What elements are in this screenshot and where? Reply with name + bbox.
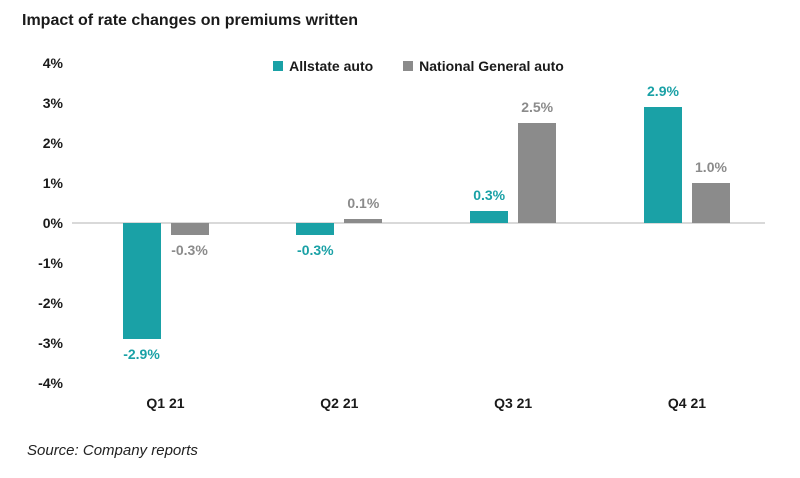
bar-value-label: 0.1% — [347, 195, 380, 211]
bar-national-general-auto-q3-21 — [518, 123, 557, 223]
x-axis-label-q3-21: Q3 21 — [494, 395, 533, 411]
y-axis-tick: 0% — [42, 215, 63, 231]
bar-allstate-auto-q3-21 — [470, 211, 509, 223]
y-axis-tick: -2% — [38, 295, 63, 311]
bar-value-label: -2.9% — [123, 346, 160, 362]
bar-value-label: -0.3% — [297, 242, 334, 258]
x-axis-label-q1-21: Q1 21 — [146, 395, 185, 411]
legend-label: Allstate auto — [289, 58, 374, 74]
source-note: Source: Company reports — [27, 442, 198, 459]
legend-item-allstate-auto: Allstate auto — [273, 58, 373, 74]
legend-item-national-general-auto: National General auto — [403, 58, 564, 74]
legend-marker-icon — [403, 61, 414, 71]
bar-allstate-auto-q4-21 — [643, 107, 682, 223]
y-axis-tick: 3% — [42, 95, 63, 111]
y-axis-tick: -3% — [38, 335, 63, 351]
x-axis-label-q4-21: Q4 21 — [667, 395, 707, 411]
y-axis-tick: -1% — [38, 255, 63, 271]
bar-value-label: 0.3% — [473, 187, 506, 203]
zero-axis-line — [72, 222, 765, 224]
legend-label: National General auto — [419, 58, 564, 74]
y-axis-tick: 1% — [42, 175, 63, 191]
y-axis-tick: 2% — [42, 135, 63, 151]
legend: Allstate auto National General auto — [72, 56, 765, 76]
chart-title: Impact of rate changes on premiums writt… — [22, 12, 359, 29]
bar-value-label: 2.5% — [521, 99, 554, 115]
bar-allstate-auto-q2-21 — [296, 223, 335, 235]
bar-national-general-auto-q2-21 — [344, 219, 383, 223]
bar-value-label: 1.0% — [695, 159, 727, 175]
bar-value-label: -0.3% — [171, 242, 208, 258]
x-axis-label-q2-21: Q2 21 — [320, 395, 359, 411]
bar-allstate-auto-q1-21 — [122, 223, 161, 339]
y-axis-tick: -4% — [38, 375, 63, 391]
legend-marker-icon — [273, 61, 284, 71]
bar-value-label: 2.9% — [647, 83, 679, 99]
y-axis-tick: 4% — [42, 55, 63, 71]
bar-national-general-auto-q4-21 — [691, 183, 730, 223]
bar-national-general-auto-q1-21 — [170, 223, 209, 235]
